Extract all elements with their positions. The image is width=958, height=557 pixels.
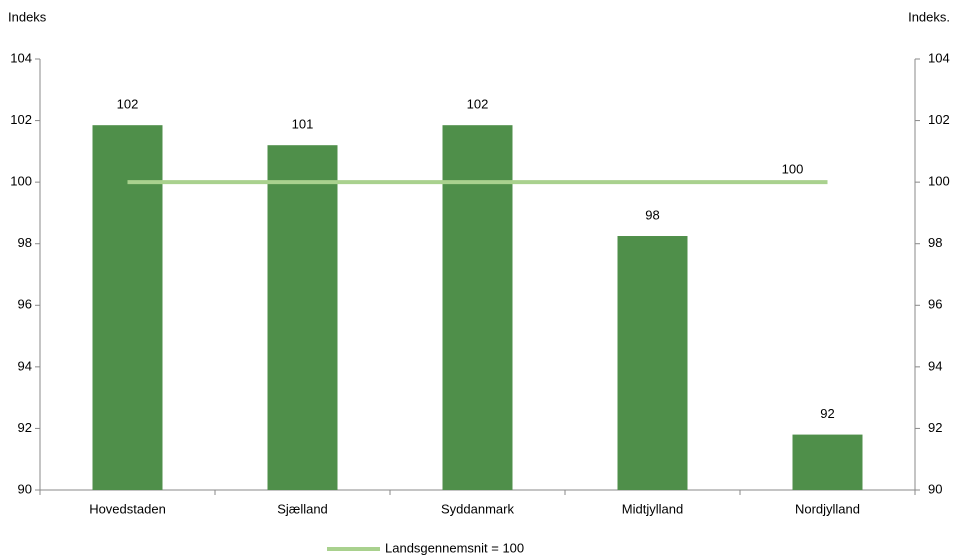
data-label: 100 (782, 162, 804, 177)
x-tick-label: Hovedstaden (89, 501, 166, 516)
y-tick-label: 104 (10, 50, 32, 65)
bar (442, 125, 513, 491)
x-tick-label: Sjælland (277, 501, 328, 516)
y2-tick-label: 102 (928, 112, 950, 127)
x-tick-label: Midtjylland (622, 501, 683, 516)
bar (92, 125, 163, 491)
y-axis-title: Indeks (8, 9, 47, 24)
data-label: 92 (820, 406, 834, 421)
y-tick-label: 94 (18, 358, 32, 373)
y-tick-label: 100 (10, 174, 32, 189)
bar (267, 145, 338, 490)
bar (792, 434, 863, 490)
y-tick-label: 90 (18, 481, 32, 496)
x-tick-label: Syddanmark (441, 501, 514, 516)
data-label: 101 (292, 117, 314, 132)
y2-tick-label: 100 (928, 174, 950, 189)
y2-tick-label: 90 (928, 481, 942, 496)
data-label: 102 (117, 97, 139, 112)
y-tick-label: 96 (18, 297, 32, 312)
y-tick-label: 102 (10, 112, 32, 127)
data-label: 98 (645, 207, 659, 222)
x-tick-label: Nordjylland (795, 501, 860, 516)
y2-tick-label: 104 (928, 50, 950, 65)
y2-tick-label: 96 (928, 297, 942, 312)
bar (617, 236, 688, 490)
y2-tick-label: 98 (928, 235, 942, 250)
legend-label: Landsgennemsnit = 100 (385, 540, 524, 555)
y-tick-label: 98 (18, 235, 32, 250)
y2-tick-label: 92 (928, 420, 942, 435)
y-tick-label: 92 (18, 420, 32, 435)
y2-tick-label: 94 (928, 358, 942, 373)
data-label: 102 (467, 97, 489, 112)
y2-axis-title: Indeks. (908, 9, 950, 24)
